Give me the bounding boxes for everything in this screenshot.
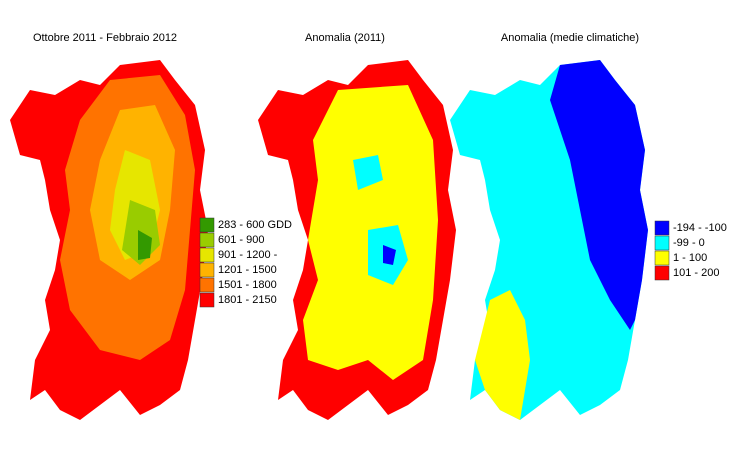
legend-label: 601 - 900	[218, 234, 264, 246]
legend-swatch	[654, 220, 670, 236]
legend-swatch	[199, 292, 215, 308]
legend-label: -99 - 0	[673, 237, 705, 249]
map-anomaly-climate	[450, 60, 648, 420]
legend-label: 283 - 600 GDD	[218, 219, 292, 231]
legend-swatch	[654, 235, 670, 251]
legend-swatch	[199, 247, 215, 263]
legend-label: 901 - 1200 -	[218, 249, 278, 261]
panel-title: Ottobre 2011 - Febbraio 2012	[33, 32, 177, 44]
map-gdd	[10, 60, 208, 420]
legend-swatch	[199, 262, 215, 278]
panel-title: Anomalia (medie climatiche)	[501, 32, 639, 44]
legend-label: 1 - 100	[673, 252, 707, 264]
legend-swatch	[199, 277, 215, 293]
legend-label: -194 - -100	[673, 222, 727, 234]
labels: Ottobre 2011 - Febbraio 2012 Anomalia (2…	[33, 32, 639, 44]
map-anomaly-2011	[258, 60, 456, 420]
legend-swatch	[654, 250, 670, 266]
legend-swatch	[199, 217, 215, 233]
legend-label: 101 - 200	[673, 267, 719, 279]
legend-label: 1801 - 2150	[218, 294, 277, 306]
legend-swatch	[199, 232, 215, 248]
panel-title: Anomalia (2011)	[305, 32, 385, 44]
legend-swatch	[654, 265, 670, 281]
legend-label: 1501 - 1800	[218, 279, 277, 291]
legend-label: 1201 - 1500	[218, 264, 277, 276]
